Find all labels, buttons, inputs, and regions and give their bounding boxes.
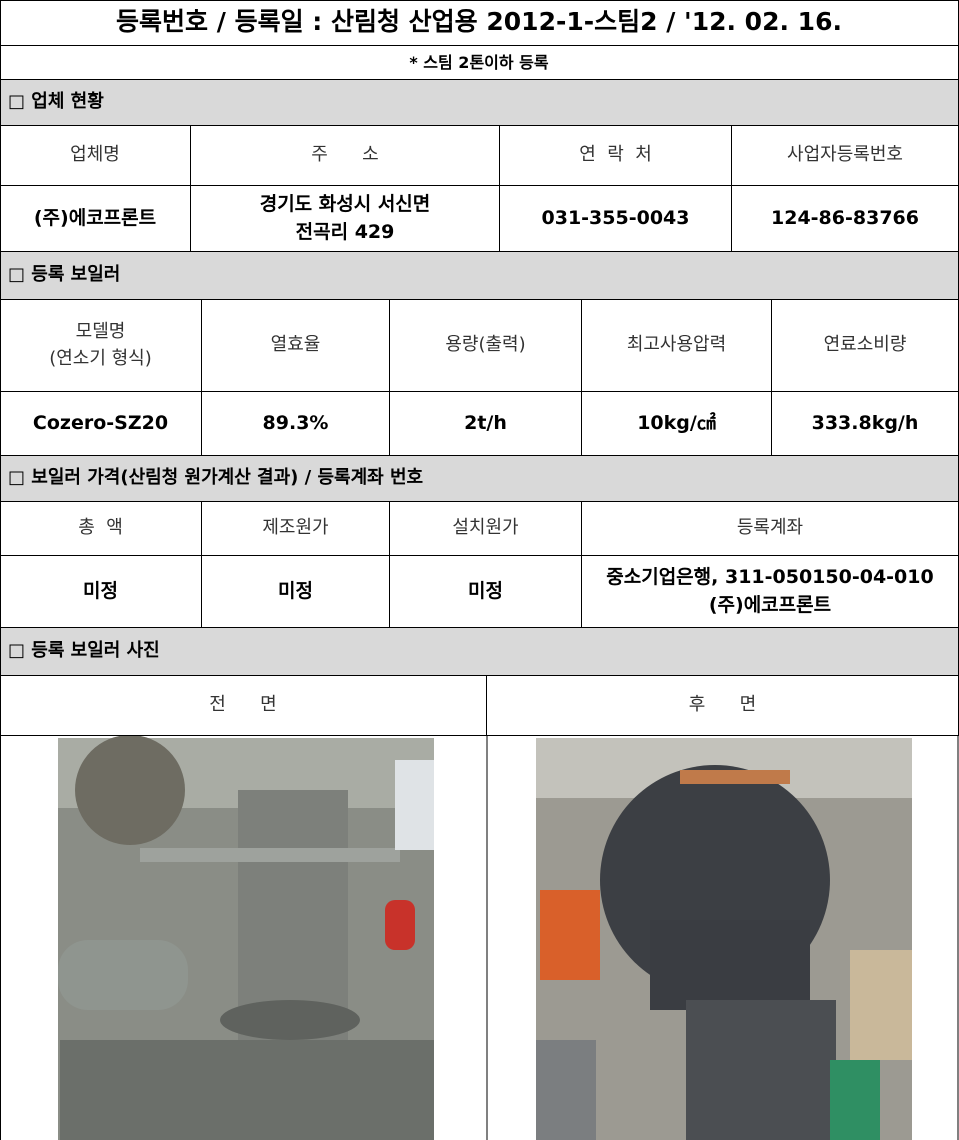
column-header: 설치원가 bbox=[390, 502, 582, 556]
front-photo bbox=[58, 735, 434, 1140]
column-header: 모델명 (연소기 형식) bbox=[0, 300, 202, 392]
column-header: 연 락 처 bbox=[500, 126, 732, 186]
table-cell: 중소기업은행, 311-050150-04-010 (주)에코프론트 bbox=[582, 556, 959, 628]
table-cell: 미정 bbox=[390, 556, 582, 628]
doc-title: 등록번호 / 등록일 : 산림청 산업용 2012-1-스팀2 / '12. 0… bbox=[0, 0, 959, 46]
table-cell: Cozero-SZ20 bbox=[0, 392, 202, 456]
column-header: 용량(출력) bbox=[390, 300, 582, 392]
section-title: □ 등록 보일러 사진 bbox=[0, 628, 959, 676]
column-header: 제조원가 bbox=[202, 502, 390, 556]
column-header: 총 액 bbox=[0, 502, 202, 556]
table-cell: 미정 bbox=[202, 556, 390, 628]
section-title: □ 등록 보일러 bbox=[0, 252, 959, 300]
section-title: □ 보일러 가격(산림청 원가계산 결과) / 등록계좌 번호 bbox=[0, 456, 959, 502]
column-header: 열효율 bbox=[202, 300, 390, 392]
table-cell: 10kg/㎠ bbox=[582, 392, 772, 456]
table-cell: 경기도 화성시 서신면 전곡리 429 bbox=[191, 186, 500, 252]
section-title: □ 업체 현황 bbox=[0, 80, 959, 126]
column-header: 업체명 bbox=[0, 126, 191, 186]
column-header: 후 면 bbox=[487, 676, 959, 736]
table-cell: 031-355-0043 bbox=[500, 186, 732, 252]
column-header: 등록계좌 bbox=[582, 502, 959, 556]
table-cell: 89.3% bbox=[202, 392, 390, 456]
rear-photo bbox=[536, 738, 912, 1140]
table-cell: 미정 bbox=[0, 556, 202, 628]
table-cell: (주)에코프론트 bbox=[0, 186, 191, 252]
column-header: 최고사용압력 bbox=[582, 300, 772, 392]
column-header: 사업자등록번호 bbox=[732, 126, 959, 186]
column-header: 주 소 bbox=[191, 126, 500, 186]
doc-subtitle: * 스팀 2톤이하 등록 bbox=[0, 46, 959, 80]
column-header: 연료소비량 bbox=[772, 300, 959, 392]
table-cell: 124-86-83766 bbox=[732, 186, 959, 252]
table-cell: 2t/h bbox=[390, 392, 582, 456]
table-cell: 333.8kg/h bbox=[772, 392, 959, 456]
column-header: 전 면 bbox=[0, 676, 487, 736]
